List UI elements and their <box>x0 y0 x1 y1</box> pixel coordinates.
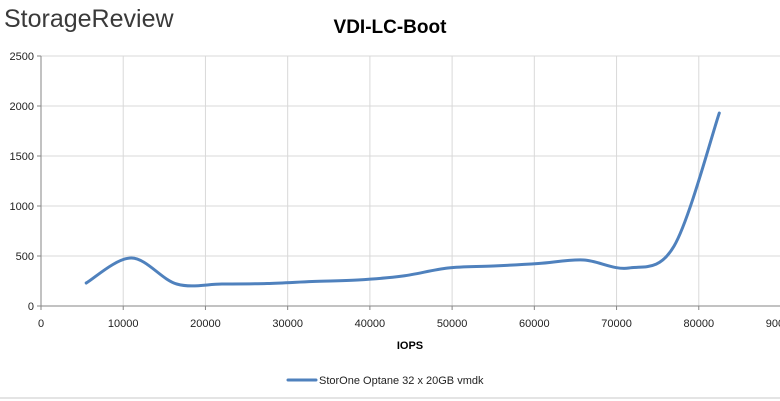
x-tick-label: 30000 <box>272 318 303 330</box>
y-tick-label: 500 <box>16 251 34 263</box>
x-axis-label: IOPS <box>397 340 423 352</box>
y-tick-label: 2500 <box>10 51 34 63</box>
x-tick-label: 80000 <box>683 318 714 330</box>
y-tick-label: 1000 <box>10 201 34 213</box>
x-tick-label: 40000 <box>355 318 386 330</box>
x-tick-label: 90000 <box>766 318 780 330</box>
x-tick-label: 10000 <box>108 318 139 330</box>
brand-logo: StorageReview <box>4 5 174 33</box>
tick-labels: 0 500 1000 1500 2000 2500 0 10000 20000 30000 4000… <box>10 51 780 330</box>
x-tick-label: 60000 <box>519 318 550 330</box>
series-line-0 <box>84 111 721 288</box>
x-tick-label: 70000 <box>601 318 632 330</box>
y-tick-label: 2000 <box>10 101 34 113</box>
y-tick-label: 1500 <box>10 151 34 163</box>
chart-title: VDI-LC-Boot <box>334 17 448 38</box>
x-tick-label: 0 <box>38 318 44 330</box>
x-tick-label: 50000 <box>437 318 468 330</box>
y-tick-label: 0 <box>28 301 34 313</box>
axes <box>37 55 780 310</box>
series-lines <box>84 111 721 288</box>
legend-entry: StorOne Optane 32 x 20GB vmdk <box>319 375 484 387</box>
x-tick-label: 20000 <box>190 318 221 330</box>
legend: StorOne Optane 32 x 20GB vmdk <box>286 375 484 387</box>
